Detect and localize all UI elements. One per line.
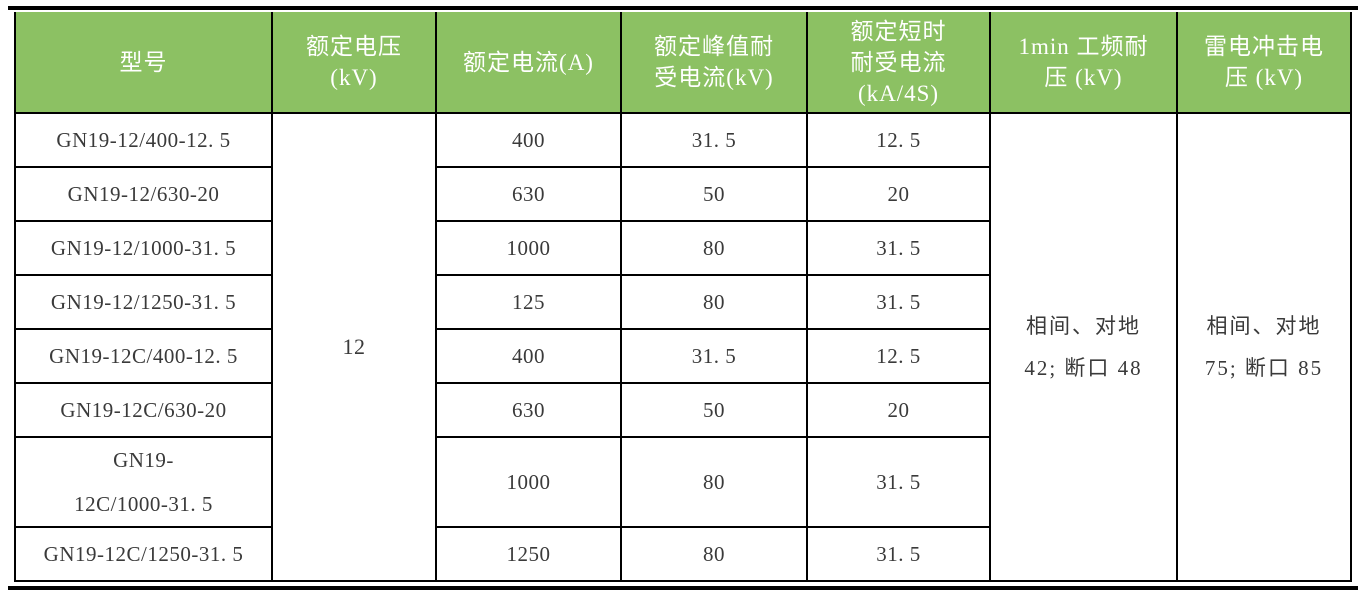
model-cell: GN19-12/400-12. 5: [14, 112, 273, 168]
table-row: GN19-12C/1250-31. 5 1250 80 31. 5: [14, 526, 1351, 582]
table-row: GN19-12C/630-20 630 50 20: [14, 382, 1351, 438]
model-cell: GN19-12C/630-20: [14, 382, 273, 438]
current-cell: 1000: [435, 220, 622, 276]
power-frequency-merged-cell: 相间、对地 42; 断口 48: [989, 112, 1178, 582]
peak-cell: 31. 5: [620, 112, 808, 168]
header-power-frequency-voltage: 1min 工频耐 压 (kV): [989, 12, 1178, 114]
peak-cell: 80: [620, 436, 808, 528]
model-cell: GN19-12C/400-12. 5: [14, 328, 273, 384]
header-row: 型号 额定电压 (kV) 额定电流(A) 额定峰值耐 受电流(kV) 额定短时 …: [14, 12, 1352, 114]
table-row: GN19-12/400-12. 5 12 400 31. 5 12. 5 相间、…: [14, 112, 1352, 582]
current-cell: 1250: [435, 526, 622, 582]
header-rated-voltage: 额定电压 (kV): [271, 12, 437, 114]
short-time-cell: 31. 5: [806, 436, 991, 528]
peak-cell: 31. 5: [620, 328, 808, 384]
short-time-cell: 31. 5: [806, 274, 991, 330]
header-short-time-current: 额定短时 耐受电流 (kA/4S): [806, 12, 991, 114]
table-row: GN19- 12C/1000-31. 5 1000 80 31. 5: [14, 436, 1351, 528]
model-cell: GN19- 12C/1000-31. 5: [14, 436, 273, 528]
model-cell: GN19-12C/1250-31. 5: [14, 526, 273, 582]
table-row: GN19-12/630-20 630 50 20: [14, 166, 1351, 222]
short-time-cell: 12. 5: [806, 328, 991, 384]
lightning-impulse-merged-cell: 相间、对地 75; 断口 85: [1176, 112, 1352, 582]
model-cell: GN19-12/630-20: [14, 166, 273, 222]
table-row: GN19-12C/400-12. 5 400 31. 5 12. 5: [14, 328, 1351, 384]
header-model: 型号: [14, 12, 273, 114]
table-row: GN19-12/1000-31. 5 1000 80 31. 5: [14, 220, 1351, 276]
current-cell: 400: [435, 112, 622, 168]
spec-table: 型号 额定电压 (kV) 额定电流(A) 额定峰值耐 受电流(kV) 额定短时 …: [14, 12, 1352, 582]
peak-cell: 50: [620, 382, 808, 438]
model-cell: GN19-12/1000-31. 5: [14, 220, 273, 276]
peak-cell: 80: [620, 526, 808, 582]
short-time-cell: 20: [806, 166, 991, 222]
current-cell: 125: [435, 274, 622, 330]
short-time-cell: 31. 5: [806, 220, 991, 276]
spec-table-wrapper: 型号 额定电压 (kV) 额定电流(A) 额定峰值耐 受电流(kV) 额定短时 …: [8, 6, 1358, 590]
peak-cell: 80: [620, 220, 808, 276]
short-time-cell: 20: [806, 382, 991, 438]
short-time-cell: 31. 5: [806, 526, 991, 582]
header-lightning-impulse-voltage: 雷电冲击电 压 (kV): [1176, 12, 1352, 114]
current-cell: 630: [435, 166, 622, 222]
model-cell: GN19-12/1250-31. 5: [14, 274, 273, 330]
table-row: GN19-12/1250-31. 5 125 80 31. 5: [14, 274, 1351, 330]
header-peak-withstand-current: 额定峰值耐 受电流(kV): [620, 12, 808, 114]
header-rated-current: 额定电流(A): [435, 12, 622, 114]
peak-cell: 80: [620, 274, 808, 330]
rated-voltage-merged-cell: 12: [271, 112, 437, 582]
current-cell: 1000: [435, 436, 622, 528]
short-time-cell: 12. 5: [806, 112, 991, 168]
peak-cell: 50: [620, 166, 808, 222]
current-cell: 400: [435, 328, 622, 384]
current-cell: 630: [435, 382, 622, 438]
